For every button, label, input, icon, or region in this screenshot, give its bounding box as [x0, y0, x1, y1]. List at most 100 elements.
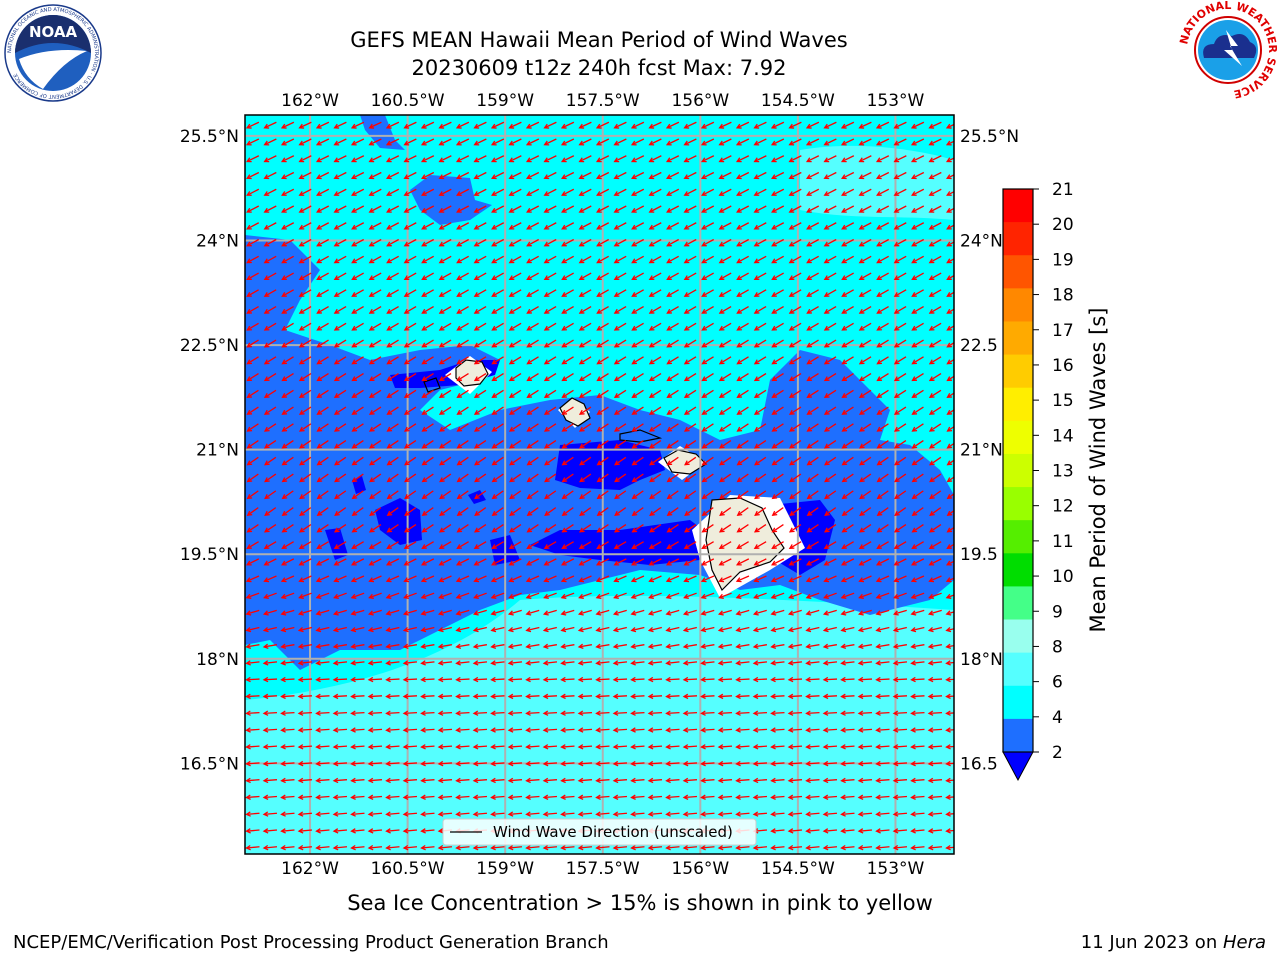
wave-direction-arrow [805, 760, 820, 767]
wave-direction-arrow [263, 322, 277, 331]
wave-direction-arrow [543, 238, 557, 247]
wave-direction-arrow [491, 440, 504, 449]
wave-direction-arrow [508, 406, 522, 415]
wave-direction-arrow [910, 693, 925, 700]
wave-direction-arrow [876, 406, 889, 415]
wave-direction-arrow [700, 710, 715, 716]
wave-direction-arrow [368, 289, 382, 297]
wave-direction-arrow [386, 205, 400, 213]
wave-direction-arrow [787, 626, 802, 633]
wave-direction-arrow [421, 305, 434, 314]
wave-direction-arrow [420, 138, 435, 146]
wave-direction-arrow [561, 222, 575, 230]
wave-direction-arrow [735, 643, 750, 649]
wave-direction-arrow [490, 693, 505, 700]
wave-direction-arrow [280, 676, 295, 683]
wave-direction-arrow [612, 744, 628, 750]
wave-direction-arrow [612, 844, 628, 851]
wave-direction-arrow [298, 188, 312, 196]
wave-direction-arrow [911, 490, 924, 500]
wave-direction-arrow [717, 693, 733, 700]
wave-direction-arrow [752, 660, 768, 666]
wave-direction-arrow [788, 575, 802, 583]
wave-direction-arrow [946, 476, 954, 483]
wave-direction-arrow [491, 490, 504, 500]
wave-direction-arrow [596, 289, 609, 297]
wave-direction-arrow [351, 440, 364, 449]
wave-direction-arrow [927, 676, 943, 683]
colorbar-tick-label-10: 11 [1052, 532, 1074, 552]
wave-direction-arrow [771, 423, 784, 432]
wave-direction-arrow [928, 406, 942, 415]
wave-direction-arrow [893, 322, 907, 331]
wave-direction-arrow [910, 744, 925, 750]
lon-label-bottom-3: 157.5°W [566, 859, 640, 879]
colorbar-extend-arrow [1002, 751, 1034, 782]
wave-direction-arrow [368, 138, 382, 146]
wave-direction-arrow [245, 155, 260, 163]
wave-direction-arrow [770, 171, 785, 180]
wave-direction-arrow [490, 626, 505, 633]
wave-direction-arrow [579, 490, 592, 500]
wave-direction-arrow [351, 255, 365, 264]
colorbar-segment-6 [1003, 387, 1033, 422]
wave-direction-arrow [526, 255, 540, 264]
wave-direction-arrow [666, 322, 679, 331]
wave-direction-arrow [473, 339, 487, 348]
wave-direction-arrow [683, 222, 697, 230]
wave-direction-arrow [543, 372, 557, 382]
wave-direction-arrow [561, 524, 574, 533]
wave-direction-arrow [351, 272, 364, 281]
wave-direction-arrow [752, 727, 768, 733]
wave-direction-arrow [718, 356, 732, 365]
wave-direction-arrow [543, 575, 557, 583]
wave-direction-arrow [403, 389, 417, 399]
wave-direction-arrow [875, 744, 890, 750]
wave-direction-arrow [316, 305, 329, 314]
wave-direction-arrow [263, 138, 277, 146]
wave-direction-arrow [718, 272, 732, 281]
wave-direction-arrow [612, 643, 628, 649]
wave-direction-arrow [841, 507, 854, 516]
wave-direction-arrow [805, 138, 820, 146]
wave-direction-arrow [911, 372, 924, 382]
wave-direction-arrow [701, 473, 714, 483]
wave-direction-arrow [421, 406, 434, 415]
wave-direction-arrow [315, 155, 330, 163]
wave-direction-arrow [788, 541, 802, 549]
wave-direction-arrow [420, 155, 435, 163]
wave-direction-arrow [526, 507, 539, 516]
wave-direction-arrow [456, 524, 469, 533]
wave-direction-arrow [648, 305, 662, 314]
wave-direction-arrow [402, 760, 418, 767]
wave-direction-arrow [718, 372, 732, 382]
wave-direction-arrow [701, 423, 714, 432]
wave-direction-arrow [910, 155, 925, 163]
wave-direction-arrow [910, 626, 925, 633]
lon-label-top-2: 159°W [476, 91, 534, 111]
wave-direction-arrow [420, 643, 435, 649]
colorbar-tick-label-5: 16 [1052, 356, 1074, 376]
wave-direction-arrow [753, 592, 767, 599]
wave-direction-arrow [596, 389, 609, 399]
wave-direction-arrow [910, 609, 925, 616]
wave-direction-arrow [806, 356, 819, 365]
wave-direction-arrow [596, 222, 610, 230]
wave-direction-arrow [631, 322, 644, 331]
wave-direction-arrow [263, 356, 277, 365]
wave-direction-arrow [736, 440, 749, 449]
wave-direction-arrow [684, 490, 697, 500]
wave-direction-arrow [910, 575, 925, 583]
wave-direction-arrow [474, 473, 487, 483]
wave-direction-arrow [456, 305, 469, 314]
wave-direction-arrow [875, 828, 890, 834]
wave-direction-arrow [682, 844, 698, 851]
wave-direction-arrow [507, 710, 523, 716]
wave-direction-arrow [404, 490, 417, 500]
wave-direction-arrow [841, 205, 855, 213]
wave-direction-arrow [911, 440, 924, 449]
wave-direction-arrow [788, 305, 802, 314]
colorbar-tick-label-2: 19 [1052, 250, 1074, 270]
wave-direction-arrow [316, 524, 329, 533]
wave-direction-arrow [385, 693, 400, 700]
